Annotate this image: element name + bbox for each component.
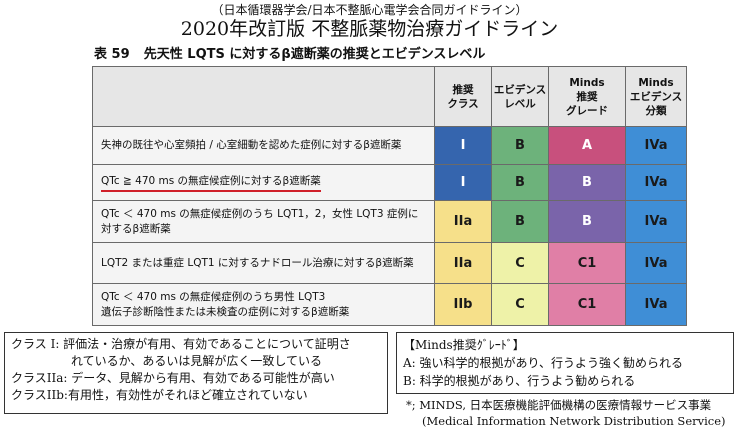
recommendation-table: 推奨 クラス エビデンス レベル Minds 推奨 グレード Minds エビデ… xyxy=(92,66,687,326)
cell-grade: C1 xyxy=(548,242,626,284)
table-row: QTc ≧ 470 ms の無症候症例に対するβ遮断薬 I B B IVa xyxy=(92,164,687,201)
cell-evidence: C xyxy=(491,242,549,284)
cell-grade: C1 xyxy=(548,283,626,326)
table-caption-text: 先天性 LQTS に対するβ遮断薬の推奨とエビデンスレベル xyxy=(143,47,486,62)
guideline-source: （日本循環器学会/日本不整脈心電学会合同ガイドライン） xyxy=(211,3,528,17)
table-row: QTc ＜ 470 ms の無症候症例のうち LQT1，2，女性 LQT3 症例… xyxy=(92,200,687,243)
header-minds-evidence: Minds エビデンス 分類 xyxy=(625,66,687,127)
class-legend: クラス I: 評価法・治療が有用、有効であることについて証明さ れているか、ある… xyxy=(4,332,388,414)
table-header-row: 推奨 クラス エビデンス レベル Minds 推奨 グレード Minds エビデ… xyxy=(92,66,687,127)
cell-evidence: B xyxy=(491,126,549,165)
cell-minds: IVa xyxy=(625,200,687,243)
cell-minds: IVa xyxy=(625,126,687,165)
cell-minds: IVa xyxy=(625,242,687,284)
class-i-definition: クラス I: 評価法・治療が有用、有効であることについて証明さ xyxy=(11,337,351,351)
cell-minds: IVa xyxy=(625,283,687,326)
row-description: QTc ＜ 470 ms の無症候症例のうち LQT1，2，女性 LQT3 症例… xyxy=(92,200,435,243)
row-description: LQT2 または重症 LQT1 に対するナドロール治療に対するβ遮断薬 xyxy=(92,242,435,284)
cell-grade: B xyxy=(548,164,626,201)
class-iib-definition: クラスIIb:有用性，有効性がそれほど確立されていない xyxy=(11,388,308,402)
header-minds-grade: Minds 推奨 グレード xyxy=(548,66,626,127)
highlight-underline: QTc ≧ 470 ms の無症候症例に対するβ遮断薬 xyxy=(101,174,321,192)
cell-class: I xyxy=(434,126,492,165)
class-iia-definition: クラスIIa: データ、見解から有用、有効である可能性が高い xyxy=(11,371,335,385)
minds-footnote: *; MINDS, 日本医療機能評価機構の医療情報サービス事業 (Medical… xyxy=(396,397,734,429)
minds-legend-title: 【Minds推奨ｸﾞﾚｰﾄﾞ】 xyxy=(403,338,525,352)
minds-grade-legend: 【Minds推奨ｸﾞﾚｰﾄﾞ】 A: 強い科学的根拠があり、行うよう強く勧められ… xyxy=(396,332,734,394)
class-i-definition-cont: れているか、あるいは見解が広く一致している xyxy=(71,354,323,368)
cell-minds: IVa xyxy=(625,164,687,201)
table-row: LQT2 または重症 LQT1 に対するナドロール治療に対するβ遮断薬 IIa … xyxy=(92,242,687,284)
cell-evidence: C xyxy=(491,283,549,326)
header-recommendation-class: 推奨 クラス xyxy=(434,66,492,127)
header-description xyxy=(92,66,435,127)
cell-evidence: B xyxy=(491,200,549,243)
minds-grade-a: A: 強い科学的根拠があり、行うよう強く勧められる xyxy=(403,356,684,370)
table-row: QTc ＜ 470 ms の無症候症例のうち男性 LQT3 遺伝子診断陰性または… xyxy=(92,283,687,326)
row-description: QTc ＜ 470 ms の無症候症例のうち男性 LQT3 遺伝子診断陰性または… xyxy=(92,283,435,326)
row-description: QTc ≧ 470 ms の無症候症例に対するβ遮断薬 xyxy=(92,164,435,201)
footnote-line-1: *; MINDS, 日本医療機能評価機構の医療情報サービス事業 xyxy=(406,398,712,412)
row-description: 失神の既往や心室頻拍 / 心室細動を認めた症例に対するβ遮断薬 xyxy=(92,126,435,165)
cell-evidence: B xyxy=(491,164,549,201)
minds-grade-b: B: 科学的根拠があり、行うよう勧められる xyxy=(403,374,636,388)
cell-grade: A xyxy=(548,126,626,165)
cell-class: IIa xyxy=(434,242,492,284)
cell-class: IIb xyxy=(434,283,492,326)
table-row: 失神の既往や心室頻拍 / 心室細動を認めた症例に対するβ遮断薬 I B A IV… xyxy=(92,126,687,165)
table-caption: 表 59 先天性 LQTS に対するβ遮断薬の推奨とエビデンスレベル xyxy=(94,47,485,63)
cell-grade: B xyxy=(548,200,626,243)
cell-class: I xyxy=(434,164,492,201)
page-title: 2020年改訂版 不整脈薬物治療ガイドライン xyxy=(180,18,559,40)
footnote-line-2: (Medical Information Network Distributio… xyxy=(422,414,726,428)
table-number: 表 59 xyxy=(94,47,130,62)
header-evidence-level: エビデンス レベル xyxy=(491,66,549,127)
cell-class: IIa xyxy=(434,200,492,243)
